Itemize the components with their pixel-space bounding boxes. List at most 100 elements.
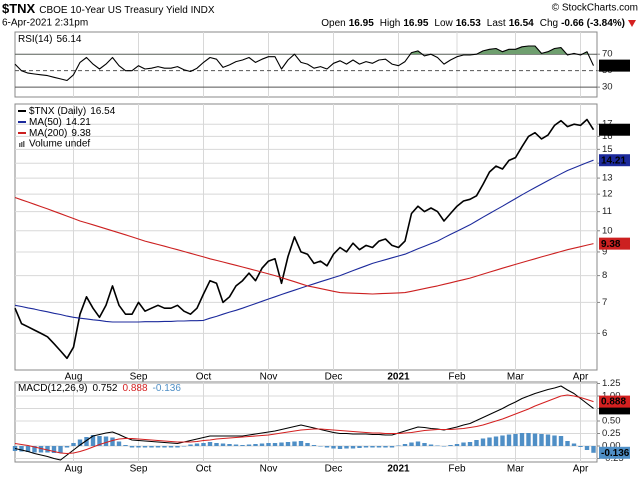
quote: Open 16.95 High 16.95 Low 16.53 Last 16.54 Chg -0… <box>321 18 625 29</box>
legend-name: MA(200) <box>29 128 67 139</box>
last-value-box <box>599 59 630 72</box>
histogram-bar <box>298 441 304 446</box>
panel-frame <box>14 103 598 371</box>
y-tick-label: 7 <box>602 297 607 308</box>
volume-icon <box>21 142 23 147</box>
panel-frame <box>14 31 598 98</box>
volume-icon <box>19 143 21 147</box>
histogram-bar <box>396 445 401 446</box>
histogram-bar <box>272 443 278 446</box>
y-tick-label: 11 <box>602 206 612 217</box>
x-tick-label: Feb <box>448 464 466 475</box>
histogram-bar <box>279 442 284 446</box>
last-value-label: 9.38 <box>601 239 621 250</box>
title: $TNX CBOE 10-Year US Treasury Yield INDX <box>2 1 215 16</box>
copyright: © StockCharts.com <box>552 3 638 14</box>
histogram-bar <box>194 443 200 446</box>
x-tick-label: Apr <box>573 372 589 383</box>
histogram-bar <box>500 435 505 446</box>
histogram-bar <box>71 443 76 446</box>
last-value-label: -0.136 <box>601 448 630 459</box>
y-tick-label: 12 <box>602 189 613 200</box>
histogram-bar <box>415 441 421 446</box>
x-tick-label: Sep <box>130 372 148 383</box>
series-line <box>14 385 594 461</box>
x-tick-label: Feb <box>448 372 466 383</box>
histogram-bar <box>448 445 453 446</box>
y-tick-label: 15 <box>602 144 613 155</box>
legend-value: 14.21 <box>66 117 91 128</box>
histogram-bar <box>584 446 590 450</box>
price-line <box>14 118 595 360</box>
series-line <box>14 394 594 455</box>
x-tick-label: Dec <box>325 464 343 475</box>
legend-entry: $TNX (Daily) 16.54 <box>29 106 116 117</box>
histogram-bar <box>558 436 564 446</box>
histogram-bar <box>441 446 447 447</box>
histogram-bar <box>90 435 96 446</box>
y-tick-label: 1.25 <box>602 378 621 389</box>
histogram-bar <box>168 446 174 448</box>
histogram-bar <box>350 446 356 449</box>
histogram-bar <box>435 445 440 446</box>
histogram-bar <box>422 443 427 446</box>
histogram-bar <box>344 446 349 449</box>
histogram-bar <box>19 446 24 452</box>
legend-name: MA(50) <box>29 117 62 128</box>
histogram-bar <box>337 446 343 449</box>
legend-entry: MA(200) 9.38 <box>29 128 91 139</box>
histogram-bar <box>129 446 135 448</box>
y-tick-label: 8 <box>602 270 607 281</box>
histogram-bar <box>292 441 297 446</box>
legend-value: 0.752 <box>92 383 117 394</box>
histogram-bar <box>324 446 330 448</box>
histogram-bar <box>240 445 245 446</box>
histogram-bar <box>188 444 193 446</box>
histogram-bar <box>58 446 63 453</box>
histogram-bar <box>461 442 466 446</box>
timestamp: 6-Apr-2021 2:31pm <box>2 18 88 29</box>
histogram-bar <box>103 436 109 446</box>
y-tick-label: 6 <box>602 328 607 339</box>
histogram-bar <box>181 446 187 447</box>
histogram-bar <box>162 446 167 448</box>
x-tick-label: Mar <box>507 464 525 475</box>
histogram-bar <box>259 443 265 446</box>
histogram-bar <box>227 444 232 446</box>
x-tick-label: Apr <box>573 464 589 475</box>
quote-value: -0.66 (-3.84%) <box>561 18 625 29</box>
histogram-bar <box>175 446 180 448</box>
legend-value: 0.888 <box>123 383 148 394</box>
histogram-bar <box>363 446 369 448</box>
volume-icon <box>23 141 25 147</box>
histogram-bar <box>253 444 258 446</box>
histogram-bar <box>155 446 161 448</box>
histogram-bar <box>493 436 499 446</box>
histogram-bar <box>38 446 44 453</box>
x-tick-label: Aug <box>65 372 83 383</box>
histogram-bar <box>311 445 317 446</box>
x-tick-label: Dec <box>325 372 343 383</box>
histogram-bar <box>376 446 382 448</box>
quote-value: 16.53 <box>456 18 481 29</box>
quote-label: Last <box>487 18 506 29</box>
y-tick-label: 10 <box>602 225 613 236</box>
legend-title: MACD(12,26,9) <box>18 383 87 394</box>
histogram-bar <box>454 444 460 446</box>
histogram-bar <box>539 434 544 446</box>
last-value-label: 0.888 <box>601 397 626 408</box>
x-tick-label: Nov <box>260 372 278 383</box>
histogram-bar <box>402 444 408 446</box>
legend-value: 9.38 <box>71 128 91 139</box>
histogram-bar <box>487 437 492 446</box>
last-value-label: 0.752 <box>601 404 626 415</box>
histogram-bar <box>123 445 128 446</box>
histogram-bar <box>201 443 206 446</box>
quote-label: High <box>380 18 401 29</box>
histogram-bar <box>506 434 512 446</box>
histogram-bar <box>428 444 434 446</box>
histogram-bar <box>467 442 473 446</box>
histogram-bar <box>285 442 291 446</box>
histogram-bar <box>97 436 102 446</box>
